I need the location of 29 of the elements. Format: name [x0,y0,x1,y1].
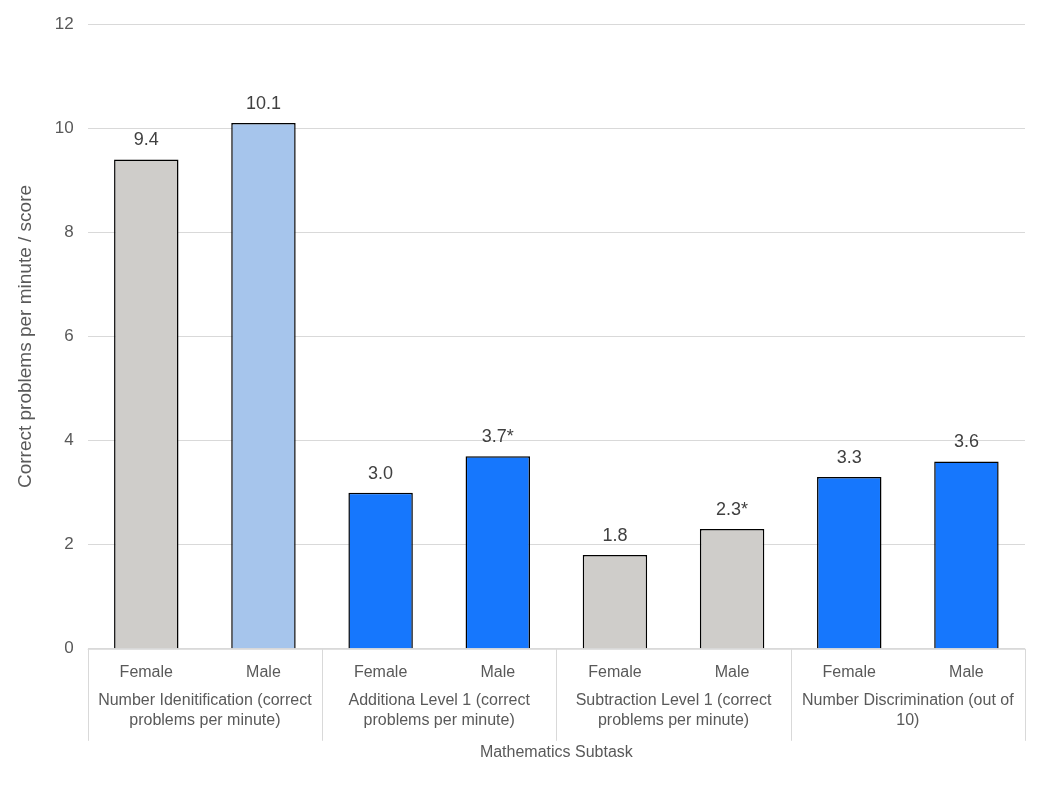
y-tick-label: 8 [64,222,74,242]
data-label: 10.1 [245,93,281,114]
text: Additiona Level 1 (correct problems per minute) [348,691,531,729]
data-label: 3.3 [836,447,862,467]
x-tick-label: Female [353,662,408,680]
text: Number Idenitification (correct problems per minute) [98,691,313,729]
x-tick-label: Female [119,662,174,680]
y-tick-label: 6 [64,326,74,346]
y-tick-label: 10 [54,117,74,137]
text: Subtraction Level 1 (correct problems per minute) [575,691,772,729]
x-tick-label: Male [714,662,750,680]
y-tick-label: 0 [64,638,74,658]
data-label: 3.7* [481,426,514,447]
data-label: 1.8 [602,525,628,546]
y-tick-label: 12 [54,13,74,33]
x-tick-label: Female [822,662,877,680]
x-tick-label: Male [480,662,516,680]
y-axis-title: Correct problems per minute / score [13,184,35,489]
data-label: 9.4 [133,129,159,150]
data-label: 2.3* [716,499,749,520]
x-tick-label: Female [588,662,642,680]
data-label: 3.6 [953,431,979,452]
x-axis-title: Mathematics Subtask [479,743,634,761]
y-tick-label: 4 [64,430,74,450]
data-label: 3.0 [368,462,394,483]
y-tick-label: 2 [64,534,74,554]
x-tick-label: Male [246,662,281,680]
text: Number Discrimination (out of 10) [802,691,1015,729]
x-tick-label: Male [949,662,984,680]
